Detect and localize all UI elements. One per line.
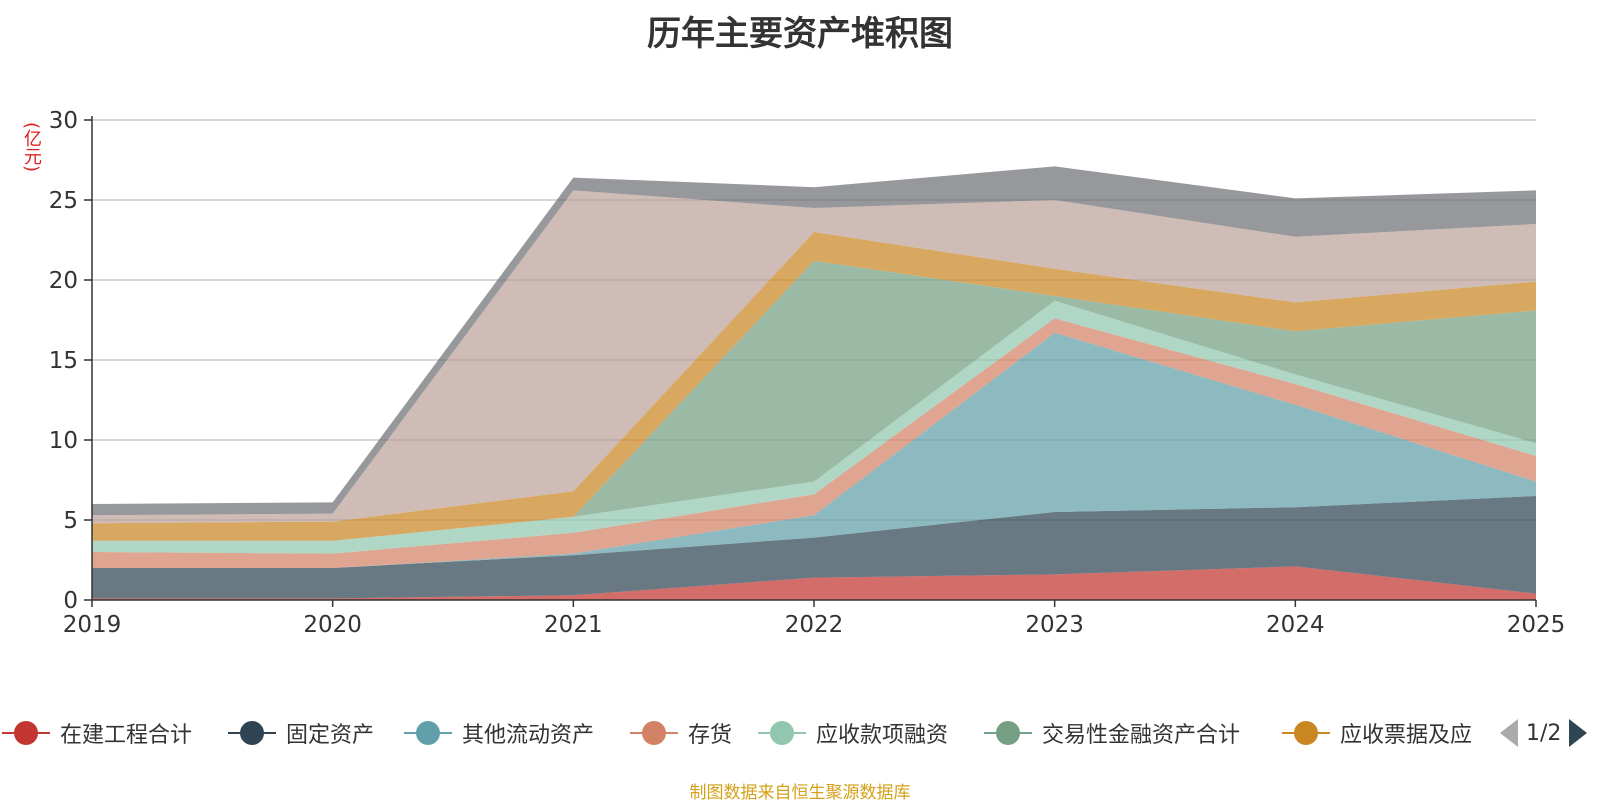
legend-label: 其他流动资产 (462, 723, 595, 748)
legend-item[interactable]: 存货 (630, 716, 732, 750)
legend-prev-icon[interactable] (1500, 719, 1518, 747)
legend-marker-icon (1282, 716, 1330, 750)
legend-item[interactable]: 交易性金融资产合计 (984, 716, 1240, 750)
legend-item[interactable]: 应收票据及应 (1282, 716, 1472, 750)
legend-label: 在建工程合计 (60, 723, 193, 748)
chart-title: 历年主要资产堆积图 (647, 14, 953, 54)
area-series (92, 166, 1536, 600)
area-series-7 (92, 190, 1536, 524)
x-tick-label: 2021 (544, 612, 603, 638)
x-tick-label: 2025 (1507, 612, 1566, 638)
legend-marker-icon (984, 716, 1032, 750)
x-tick-label: 2023 (1025, 612, 1084, 638)
area-series-6 (92, 232, 1536, 541)
area-series-2 (92, 332, 1536, 568)
area-series-1 (92, 496, 1536, 599)
x-tick-label: 2020 (303, 612, 362, 638)
legend-page-indicator: 1/2 (1526, 720, 1562, 746)
x-tick-label: 2024 (1266, 612, 1325, 638)
y-tick-label: 15 (49, 348, 78, 374)
legend-marker-icon (228, 716, 276, 750)
area-series-8 (92, 166, 1536, 516)
legend-label: 固定资产 (286, 723, 375, 748)
area-series-5 (92, 260, 1536, 541)
y-tick-label: 30 (49, 108, 78, 134)
y-unit-label: (亿元) (21, 122, 42, 173)
data-source-note: 制图数据来自恒生聚源数据库 (689, 783, 911, 803)
legend-item[interactable]: 固定资产 (228, 716, 374, 750)
legend-item[interactable]: 应收款项融资 (758, 716, 948, 750)
legend-marker-icon (630, 716, 678, 750)
area-series-0 (92, 566, 1536, 600)
legend-marker-icon (758, 716, 806, 750)
legend-label: 应收票据及应 (1340, 723, 1473, 748)
legend-label: 交易性金融资产合计 (1042, 723, 1241, 748)
x-tick-label: 2022 (785, 612, 844, 638)
legend-pager: 1/2 (1500, 716, 1588, 750)
legend-marker-icon (2, 716, 50, 750)
y-tick-label: 10 (49, 428, 78, 454)
legend: 在建工程合计 固定资产 其他流动资产 存货 应收款项融资 交易性金融资产合计 应收票据及应 (0, 716, 1600, 750)
y-tick-label: 20 (49, 268, 78, 294)
legend-item[interactable]: 在建工程合计 (2, 716, 192, 750)
y-tick-label: 5 (63, 508, 78, 534)
x-tick-label: 2019 (63, 612, 122, 638)
legend-marker-icon (404, 716, 452, 750)
legend-item[interactable]: 其他流动资产 (404, 716, 594, 750)
legend-label: 应收款项融资 (816, 723, 949, 748)
legend-label: 存货 (688, 723, 733, 748)
y-tick-label: 25 (49, 188, 78, 214)
y-tick-label: 0 (63, 588, 78, 614)
legend-next-icon[interactable] (1569, 719, 1588, 747)
